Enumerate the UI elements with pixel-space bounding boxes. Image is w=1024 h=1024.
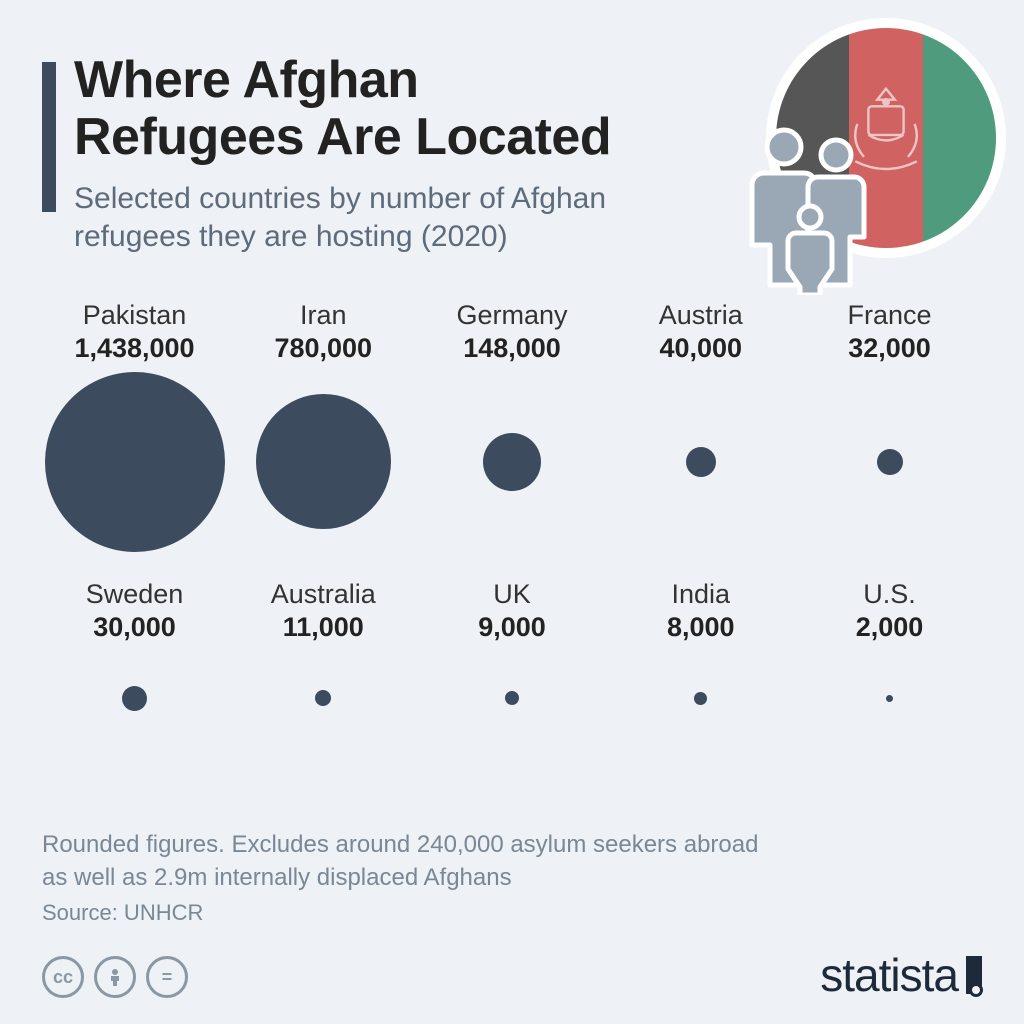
bubble [256, 394, 391, 529]
country-label: India [608, 579, 793, 610]
bubble-container [231, 643, 416, 753]
title-line-1: Where Afghan [74, 51, 419, 109]
subtitle: Selected countries by number of Afghan r… [74, 180, 611, 255]
source-label: Source: UNHCR [42, 900, 203, 926]
brand-text: statista [820, 948, 958, 1002]
bubble-container [608, 364, 793, 559]
bubble-container [797, 643, 982, 753]
bubble-container [42, 643, 227, 753]
family-icon [744, 125, 874, 295]
value-label: 30,000 [42, 612, 227, 643]
country-label: Austria [608, 300, 793, 331]
bubble-container [420, 364, 605, 559]
bubble [686, 447, 716, 477]
footnote-line-2: as well as 2.9m internally displaced Afg… [42, 864, 512, 891]
chart-cell: Australia11,000 [231, 579, 416, 753]
chart-cell: India8,000 [608, 579, 793, 753]
bubble [505, 691, 519, 705]
country-label: Germany [420, 300, 605, 331]
bubble-container [231, 364, 416, 559]
cc-icon: cc [42, 956, 84, 998]
value-label: 1,438,000 [42, 333, 227, 364]
bubble-chart: Pakistan1,438,000Iran780,000Germany148,0… [42, 300, 982, 773]
value-label: 2,000 [797, 612, 982, 643]
chart-cell: Sweden30,000 [42, 579, 227, 753]
chart-cell: UK9,000 [420, 579, 605, 753]
value-label: 11,000 [231, 612, 416, 643]
country-label: Iran [231, 300, 416, 331]
bubble [694, 692, 707, 705]
country-label: Pakistan [42, 300, 227, 331]
cc-license-icons: cc = [42, 956, 188, 998]
bubble-container [608, 643, 793, 753]
chart-cell: Pakistan1,438,000 [42, 300, 227, 559]
brand-bar-icon [966, 956, 982, 994]
page-title: Where Afghan Refugees Are Located [74, 52, 611, 166]
country-label: France [797, 300, 982, 331]
bubble [877, 449, 903, 475]
chart-cell: Iran780,000 [231, 300, 416, 559]
chart-cell: France32,000 [797, 300, 982, 559]
bubble [122, 686, 147, 711]
country-label: UK [420, 579, 605, 610]
bubble-container [797, 364, 982, 559]
cc-by-icon [94, 956, 136, 998]
chart-cell: Germany148,000 [420, 300, 605, 559]
chart-row-2: Sweden30,000Australia11,000UK9,000India8… [42, 579, 982, 753]
cc-nd-icon: = [146, 956, 188, 998]
country-label: Sweden [42, 579, 227, 610]
footnote: Rounded figures. Excludes around 240,000… [42, 829, 758, 894]
subtitle-line-2: refugees they are hosting (2020) [74, 220, 508, 253]
value-label: 32,000 [797, 333, 982, 364]
title-accent-bar [42, 62, 56, 212]
title-line-2: Refugees Are Located [74, 108, 611, 166]
bubble [886, 695, 893, 702]
subtitle-line-1: Selected countries by number of Afghan [74, 182, 606, 215]
brand-logo: statista [820, 948, 982, 1002]
country-label: Australia [231, 579, 416, 610]
value-label: 148,000 [420, 333, 605, 364]
footnote-line-1: Rounded figures. Excludes around 240,000… [42, 831, 758, 858]
chart-row-1: Pakistan1,438,000Iran780,000Germany148,0… [42, 300, 982, 559]
bubble [315, 690, 331, 706]
chart-cell: U.S.2,000 [797, 579, 982, 753]
bubble [45, 372, 225, 552]
bubble-container [42, 364, 227, 559]
bubble-container [420, 643, 605, 753]
value-label: 40,000 [608, 333, 793, 364]
bubble [483, 433, 541, 491]
value-label: 9,000 [420, 612, 605, 643]
value-label: 8,000 [608, 612, 793, 643]
header: Where Afghan Refugees Are Located Select… [42, 52, 611, 255]
country-label: U.S. [797, 579, 982, 610]
title-block: Where Afghan Refugees Are Located Select… [74, 52, 611, 255]
value-label: 780,000 [231, 333, 416, 364]
chart-cell: Austria40,000 [608, 300, 793, 559]
